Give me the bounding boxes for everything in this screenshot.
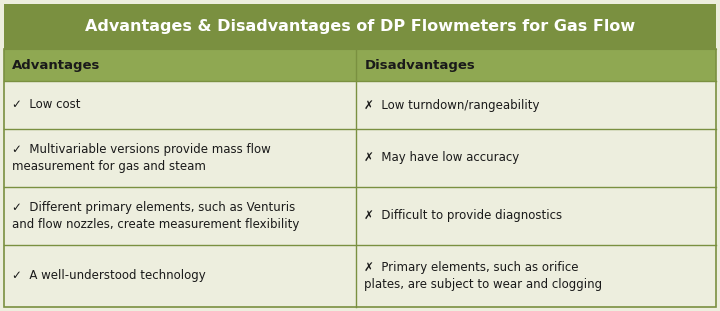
Bar	[356, 81, 716, 129]
Bar	[4, 129, 356, 187]
Text: Advantages & Disadvantages of DP Flowmeters for Gas Flow: Advantages & Disadvantages of DP Flowmet…	[85, 19, 635, 34]
Bar	[356, 245, 716, 307]
Bar	[356, 187, 716, 245]
Bar	[4, 81, 356, 129]
Text: ✗  May have low accuracy: ✗ May have low accuracy	[364, 151, 520, 165]
Text: ✓  Multivariable versions provide mass flow
measurement for gas and steam: ✓ Multivariable versions provide mass fl…	[12, 143, 271, 173]
Text: ✗  Low turndown/rangeability: ✗ Low turndown/rangeability	[364, 99, 540, 112]
Text: Advantages: Advantages	[12, 58, 100, 72]
Text: Disadvantages: Disadvantages	[364, 58, 475, 72]
Text: ✓  A well-understood technology: ✓ A well-understood technology	[12, 270, 206, 282]
Text: ✗  Primary elements, such as orifice
plates, are subject to wear and clogging: ✗ Primary elements, such as orifice plat…	[364, 261, 603, 291]
Text: ✗  Difficult to provide diagnostics: ✗ Difficult to provide diagnostics	[364, 210, 562, 222]
Bar	[4, 49, 716, 81]
Text: ✓  Low cost: ✓ Low cost	[12, 99, 81, 112]
Bar	[356, 129, 716, 187]
Text: ✓  Different primary elements, such as Venturis
and flow nozzles, create measure: ✓ Different primary elements, such as Ve…	[12, 201, 300, 231]
Bar	[4, 49, 716, 307]
Bar	[4, 187, 356, 245]
Bar	[4, 4, 716, 49]
Bar	[4, 245, 356, 307]
